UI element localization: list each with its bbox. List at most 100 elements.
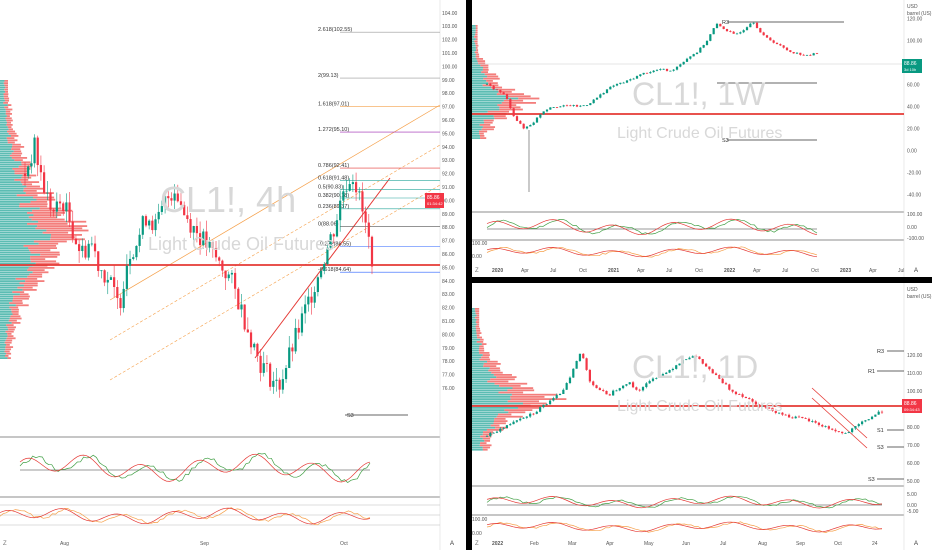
chart-4h-profile-buy-bar xyxy=(0,249,30,252)
chart-4h-trendline xyxy=(254,177,391,359)
chart-1w-profile-sell-bar xyxy=(482,66,489,69)
chart-1d-y-tick: 60.00 xyxy=(907,461,920,467)
chart-1d-profile-sell-bar xyxy=(494,382,528,385)
chart-1d-profile-buy-bar xyxy=(472,343,482,345)
chart-1d-profile-buy-bar xyxy=(472,314,477,317)
chart-1d-profile-buy-bar xyxy=(472,433,483,436)
chart-1w-candle xyxy=(559,106,562,108)
chart-1d-profile-sell-bar xyxy=(475,325,480,328)
chart-1w-profile-buy-bar xyxy=(472,31,476,34)
chart-1d-panel[interactable]: USD barrel (US) 120.00110.00100.0090.008… xyxy=(472,283,932,550)
chart-1d-candle xyxy=(731,389,734,392)
chart-1d-candle xyxy=(831,428,834,430)
chart-4h-profile-buy-bar xyxy=(0,157,12,159)
chart-1d-osc2-line-a xyxy=(486,521,883,533)
chart-4h-candle xyxy=(170,198,173,201)
chart-4h-profile-buy-bar xyxy=(0,150,14,153)
chart-4h-panel[interactable]: 76.00 77.00 78.00 79.00 80.00 81.00 82.00 83.00… xyxy=(0,0,466,550)
chart-4h-zoom-icon[interactable]: Z xyxy=(3,541,7,547)
chart-4h-candle xyxy=(97,251,100,271)
chart-4h-profile-sell-bar xyxy=(12,313,19,315)
chart-4h-profile-sell-bar xyxy=(3,95,9,98)
chart-4h-candle xyxy=(332,234,335,237)
chart-1d-profile-buy-bar xyxy=(472,319,477,321)
chart-4h-profile-buy-bar xyxy=(0,110,6,113)
chart-4h-profile-buy-bar xyxy=(0,319,9,322)
chart-4h-candle xyxy=(202,231,205,246)
chart-1w-candle xyxy=(699,47,702,53)
chart-1w-candle xyxy=(812,53,815,56)
chart-1d-candle xyxy=(708,366,711,370)
chart-4h-candle xyxy=(195,226,199,234)
chart-1d-profile-buy-bar xyxy=(472,378,491,381)
chart-1d-candle xyxy=(585,358,588,370)
chart-1d-candle xyxy=(877,411,880,415)
chart-1w-profile-sell-bar xyxy=(498,91,512,93)
chart-1w-profile-buy-bar xyxy=(472,64,481,67)
chart-4h-price-badge: 85.86 01:34:42 xyxy=(425,193,444,208)
panel-divider-vertical[interactable] xyxy=(466,0,472,550)
chart-4h-y-tick: 80.00 xyxy=(442,332,455,338)
panel-divider-horizontal[interactable] xyxy=(472,277,932,283)
chart-4h-profile-buy-bar xyxy=(0,273,30,276)
chart-4h-profile-sell-bar xyxy=(5,86,8,89)
chart-4h-profile-buy-bar xyxy=(0,163,22,166)
chart-1d-profile-sell-bar xyxy=(507,389,535,392)
chart-1d-profile-sell-bar xyxy=(482,433,493,436)
chart-4h-candle xyxy=(198,233,202,246)
chart-4h-fib-label: -0.272(86.55) xyxy=(318,242,351,248)
chart-4h-profile-buy-bar xyxy=(0,297,14,300)
chart-1d-axis-corner[interactable]: A xyxy=(914,541,918,547)
chart-1d-profile-buy-bar xyxy=(472,391,499,394)
chart-4h-profile-buy-bar xyxy=(0,236,51,238)
chart-4h-profile-sell-bar xyxy=(8,319,17,322)
chart-1w-osc2-line-a xyxy=(486,246,818,258)
chart-1d-candle xyxy=(505,425,509,429)
svg-text:01:34:42: 01:34:42 xyxy=(427,201,443,206)
chart-1d-candle xyxy=(701,359,704,364)
chart-4h-y-tick: 78.00 xyxy=(442,359,455,365)
chart-4h-profile-buy-bar xyxy=(0,258,31,260)
chart-1w-zoom-icon[interactable]: Z xyxy=(475,268,479,274)
chart-1d-candle xyxy=(558,393,562,396)
chart-4h-profile-buy-bar xyxy=(0,181,21,183)
chart-1d-profile-buy-bar xyxy=(472,354,483,356)
chart-1w-candle xyxy=(535,117,539,123)
chart-4h-profile-buy-bar xyxy=(0,286,18,289)
chart-1d-candle xyxy=(588,369,591,382)
chart-1w-panel[interactable]: USD barrel (US) 120.00100.0080.0060.0040… xyxy=(472,0,932,277)
chart-4h-profile-buy-bar xyxy=(0,93,4,95)
chart-4h-profile-buy-bar xyxy=(0,190,24,192)
chart-4h-profile-sell-bar xyxy=(4,350,10,353)
chart-1w-profile-buy-bar xyxy=(472,77,484,80)
chart-4h-candle xyxy=(33,137,36,164)
chart-4h-y-tick: 82.00 xyxy=(442,306,455,312)
chart-4h-candle xyxy=(74,238,78,245)
chart-1w-profile-sell-bar xyxy=(518,97,540,100)
chart-1w-candle xyxy=(625,80,629,83)
chart-1d-osc1-line-a xyxy=(486,496,883,509)
chart-4h-candle xyxy=(103,270,106,283)
chart-1d-profile-buy-bar xyxy=(472,380,488,383)
chart-4h-profile-sell-bar xyxy=(5,110,11,113)
chart-1d-candle xyxy=(691,356,694,358)
chart-1w-axis-corner[interactable]: A xyxy=(914,268,918,274)
chart-4h-profile-sell-bar xyxy=(14,159,23,161)
chart-1w-y-tick: 0.00 xyxy=(907,149,917,155)
chart-4h-profile-sell-bar xyxy=(19,293,29,296)
chart-4h-profile-sell-bar xyxy=(7,139,18,142)
chart-1w-x-label: Oct xyxy=(811,268,819,274)
chart-1w-candle xyxy=(682,61,685,65)
chart-4h-candle xyxy=(49,192,52,210)
chart-4h-profile-sell-bar xyxy=(30,201,48,203)
chart-4h-profile-buy-bar xyxy=(0,159,15,161)
chart-1w-candle xyxy=(702,45,705,48)
chart-4h-axis-corner[interactable]: A xyxy=(450,541,454,547)
chart-1d-zoom-icon[interactable]: Z xyxy=(475,541,479,547)
chart-1d-profile-buy-bar xyxy=(472,369,489,372)
chart-4h-watermark-subtitle: Light Crude Oil Futures xyxy=(148,234,334,254)
chart-4h-y-tick: 88.00 xyxy=(442,225,455,231)
svg-text:88.86: 88.86 xyxy=(904,61,917,67)
chart-4h-profile-sell-bar xyxy=(7,335,14,337)
chart-1d-profile-buy-bar xyxy=(472,420,494,422)
